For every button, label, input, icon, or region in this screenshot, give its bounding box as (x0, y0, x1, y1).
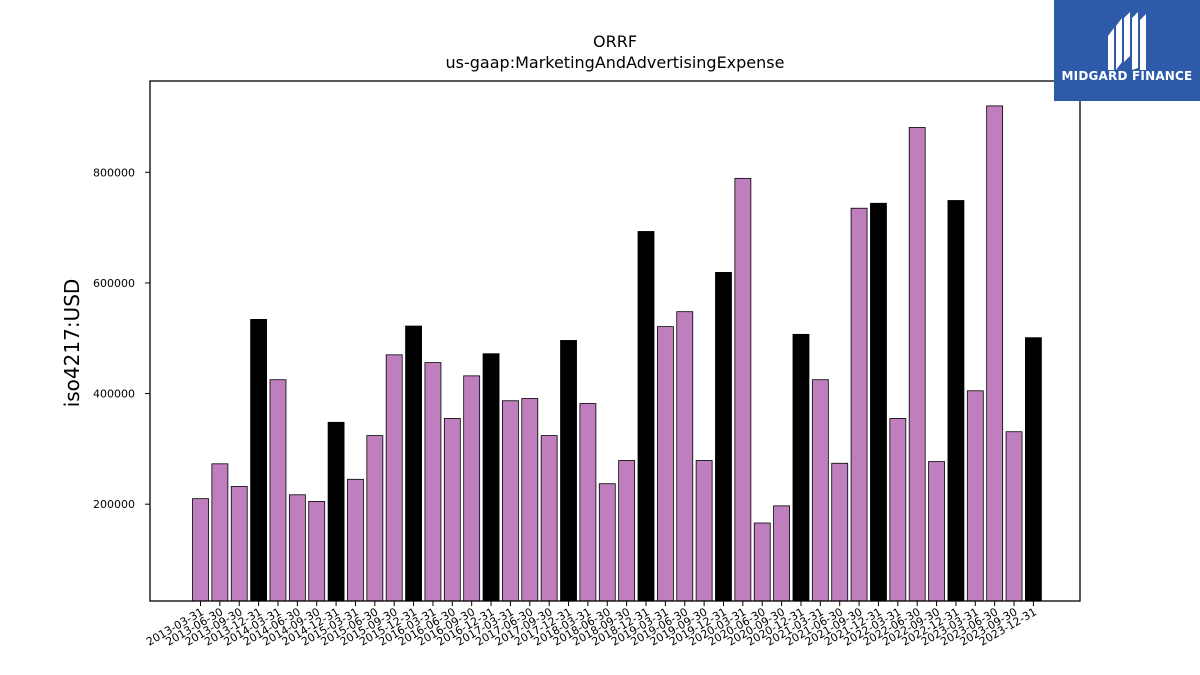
bar-2021-06-30 (831, 462, 849, 602)
bar-2016-06-30 (443, 418, 461, 602)
bar-2013-03-31 (192, 498, 209, 602)
bar-2020-12-31 (792, 333, 810, 602)
bar-2023-03-31 (966, 390, 984, 602)
bar-2019-06-30 (676, 311, 694, 602)
bar-2022-03-31 (889, 418, 907, 602)
bar-2021-12-31 (870, 202, 887, 602)
bar-2016-12-31 (482, 353, 500, 602)
bar-2022-12-31 (947, 200, 965, 602)
bar-2023-06-30 (986, 105, 1004, 602)
bar-2021-09-30 (850, 207, 868, 602)
bar-2017-06-30 (521, 398, 539, 602)
bar-2015-06-30 (366, 435, 384, 602)
bar-2016-03-31 (424, 362, 442, 602)
bar-2022-06-30 (908, 127, 926, 602)
bar-2013-12-31 (250, 319, 268, 602)
bar-2018-03-31 (579, 403, 597, 602)
x-axis-ticks: 2013-03-312013-06-302013-09-302013-12-31… (144, 601, 1039, 649)
bar-2014-06-30 (288, 494, 306, 602)
bar-2020-03-31 (734, 177, 752, 602)
y-tick-label: 800000 (93, 166, 135, 179)
plot-frame (149, 80, 1081, 602)
bar-2019-12-31 (715, 271, 732, 602)
bar-2018-12-31 (637, 231, 655, 602)
bar-2015-12-31 (405, 325, 422, 602)
y-tick-label: 200000 (93, 498, 135, 511)
y-tick-label: 600000 (93, 277, 135, 290)
bar-2021-03-31 (811, 379, 829, 602)
chart-subtitle: us-gaap:MarketingAndAdvertisingExpense (446, 53, 785, 72)
bar-2019-03-31 (656, 326, 674, 602)
bar-2014-09-30 (308, 501, 326, 602)
bar-2015-09-30 (385, 354, 403, 602)
bar-2013-06-30 (211, 463, 229, 602)
bar-2016-09-30 (463, 375, 481, 602)
y-tick-label: 400000 (93, 388, 135, 401)
bar-2015-03-31 (347, 478, 364, 602)
bar-2017-09-30 (540, 435, 558, 602)
bar-2020-09-30 (773, 505, 790, 602)
bar-2017-03-31 (502, 400, 519, 602)
bar-2023-09-30 (1005, 431, 1023, 602)
bar-2018-06-30 (598, 483, 616, 602)
y-axis-label: iso4217:USD (60, 279, 84, 408)
bar-2023-12-31 (1025, 337, 1042, 602)
bar-2017-12-31 (560, 340, 577, 602)
bar-2018-09-30 (618, 460, 636, 602)
bar-2013-09-30 (230, 486, 248, 602)
bar-2014-03-31 (269, 379, 287, 602)
midgard-logo-icon (1108, 12, 1146, 70)
brand-name: MIDGARD FINANCE (1061, 69, 1193, 83)
y-axis-ticks: 200000 400000 600000 800000 (93, 166, 150, 511)
chart-title: ORRF (593, 32, 637, 51)
bars-group (192, 105, 1042, 602)
bar-2020-06-30 (753, 522, 771, 602)
bar-2014-12-31 (327, 421, 345, 602)
bar-2022-09-30 (928, 461, 945, 602)
brand-logo: MIDGARD FINANCE (1054, 0, 1200, 101)
bar-2019-09-30 (695, 460, 713, 602)
